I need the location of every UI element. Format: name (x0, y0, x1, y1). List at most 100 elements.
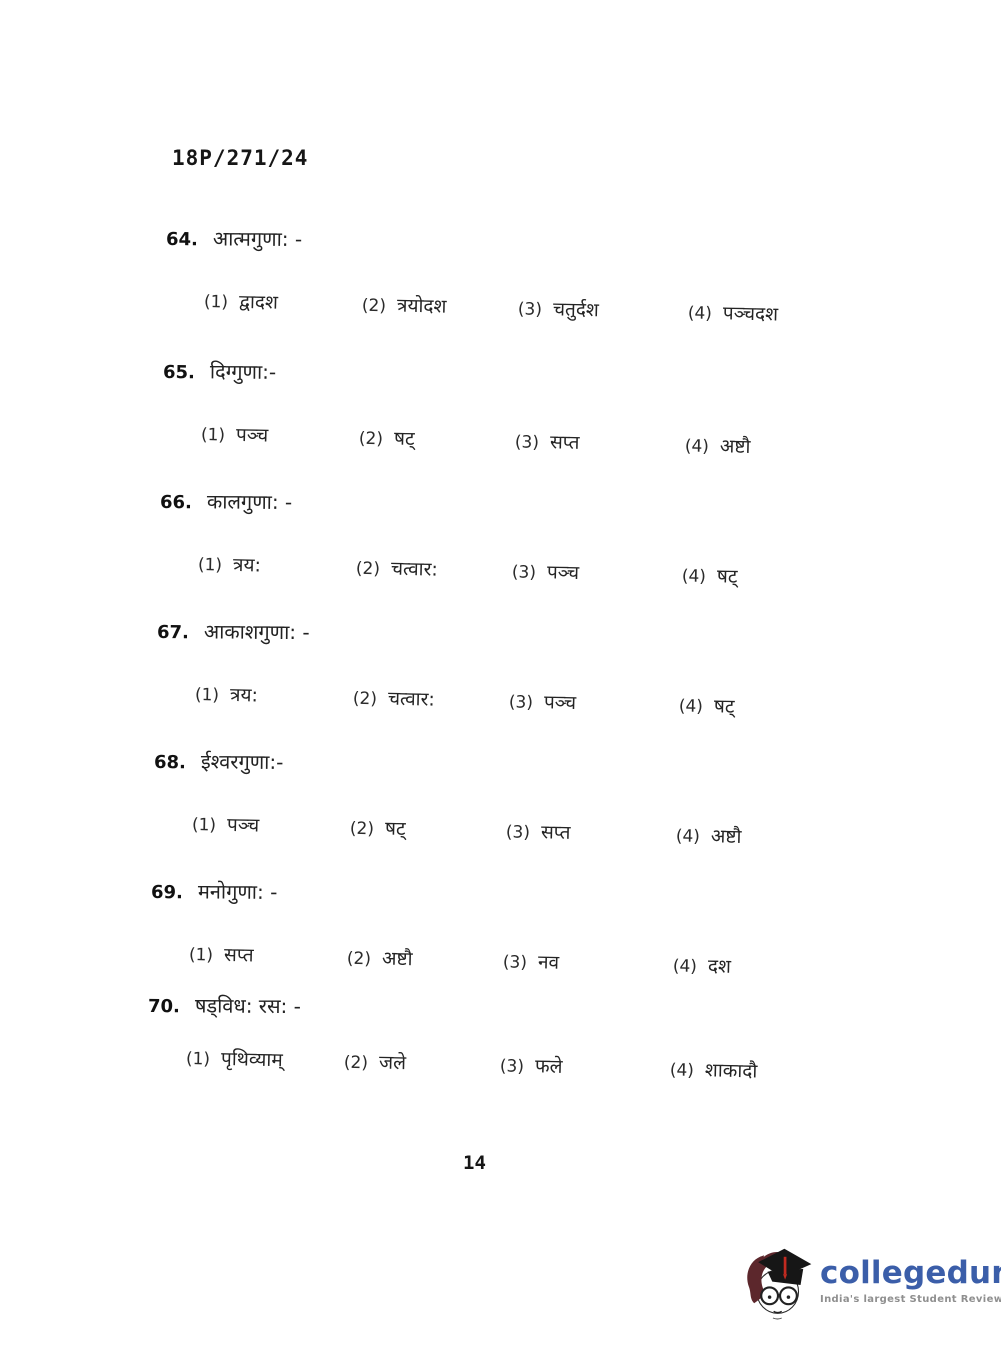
option-text: दश (707, 955, 732, 978)
option: (2) अष्टौ (347, 944, 504, 974)
option: (4) शाकादौ (670, 1055, 909, 1087)
option-label: (1) (194, 685, 220, 706)
question-item: 70. षड्विध: रस: - (1) पृथिव्याम् (2) जले (… (148, 991, 908, 1082)
question-number: 66. (159, 492, 192, 514)
option-text: चतुर्दश (552, 298, 600, 322)
option-label: (2) (352, 688, 378, 710)
logo-tagline: India's largest Student Review Platform (820, 1293, 1001, 1305)
question-text: आकाशगुणा: - (203, 619, 310, 645)
option-label: (4) (681, 566, 707, 587)
question-item: 65. दिग्गुणा:- (1) पञ्च (2) षट् (3) सप्त (4… (163, 357, 923, 458)
question-line: 66. कालगुणा: - (160, 487, 920, 520)
option-label: (2) (358, 428, 384, 450)
question-line: 67. आकाशगुणा: - (157, 617, 917, 650)
question-line: 68. ईश्वरगुणा:- (154, 747, 914, 780)
question-number: 70. (147, 996, 180, 1018)
option-text: द्वादश (238, 290, 279, 314)
option-label: (3) (514, 432, 540, 453)
option: (1) पृथिव्याम् (186, 1044, 345, 1074)
option: (4) षट् (679, 691, 918, 723)
option-label: (4) (675, 826, 701, 847)
question-item: 69. मनोगुणा: - (1) सप्त (2) अष्टौ (3) नव (4… (150, 877, 911, 977)
option-label: (2) (346, 948, 372, 970)
option: (1) पञ्च (201, 420, 360, 450)
option: (4) अष्टौ (676, 821, 915, 853)
option-label: (4) (669, 1060, 695, 1081)
question-item: 64. आत्मगुणा: - (1) द्वादश (2) त्रयोदश (3)… (166, 224, 926, 325)
option: (3) पञ्च (512, 557, 683, 587)
options-row: (1) द्वादश (2) त्रयोदश (3) चतुर्दश (4) पञ्चद… (204, 287, 926, 330)
option-text: सप्त (540, 821, 571, 844)
option-text: पञ्च (226, 813, 260, 837)
option: (4) षट् (682, 561, 921, 593)
option-text: षट् (713, 695, 735, 718)
option-text: षट् (384, 817, 406, 841)
option-label: (3) (511, 562, 537, 583)
option-text: चत्वार: (390, 557, 439, 581)
option-label: (2) (361, 295, 387, 317)
option-text: नव (537, 951, 560, 974)
option-label: (1) (191, 815, 217, 836)
question-line: 70. षड्विध: रस: - (148, 991, 908, 1024)
question-text: आत्मगुणा: - (212, 226, 303, 252)
question-number: 68. (153, 752, 186, 774)
option: (2) षट् (359, 424, 516, 454)
option-label: (3) (499, 1056, 525, 1077)
option: (4) दश (673, 951, 912, 983)
question-item: 67. आकाशगुणा: - (1) त्रय: (2) चत्वार: (3) प… (157, 617, 917, 717)
option-label: (1) (185, 1049, 211, 1070)
question-text: कालगुणा: - (206, 489, 293, 515)
options-row: (1) सप्त (2) अष्टौ (3) नव (4) दश (189, 940, 911, 983)
collegedunia-mascot-icon (747, 1248, 812, 1320)
option-label: (1) (200, 425, 226, 446)
option-label: (3) (508, 692, 534, 713)
question-number: 67. (156, 622, 189, 644)
option-label: (2) (355, 558, 381, 580)
question-item: 68. ईश्वरगुणा:- (1) पञ्च (2) षट् (3) सप्त (… (154, 747, 914, 848)
option-label: (1) (188, 945, 214, 966)
option: (3) सप्त (515, 427, 686, 457)
option-text: सप्त (223, 943, 254, 967)
option-label: (1) (203, 292, 229, 313)
option-text: त्रयोदश (396, 294, 447, 318)
option-text: त्रय: (232, 553, 262, 577)
question-number: 64. (165, 229, 198, 251)
paper-code: 18P/271/24 (172, 146, 309, 170)
option-text: पञ्च (543, 691, 577, 714)
option-text: फले (534, 1055, 563, 1078)
option-label: (4) (687, 303, 713, 324)
page-number: 14 (463, 1152, 486, 1174)
question-number: 69. (150, 882, 183, 904)
options-row: (1) पञ्च (2) षट् (3) सप्त (4) अष्टौ (201, 420, 923, 463)
option: (3) पञ्च (509, 687, 680, 717)
question-text: ईश्वरगुणा:- (200, 749, 284, 775)
option-label: (2) (343, 1052, 369, 1074)
option-text: जले (378, 1051, 407, 1075)
option: (4) पञ्चदश (688, 298, 927, 330)
option-label: (4) (678, 696, 704, 717)
option-text: त्रय: (229, 683, 259, 707)
question-text: षड्विध: रस: - (194, 993, 301, 1019)
option-text: षट् (716, 565, 738, 588)
options-row: (1) त्रय: (2) चत्वार: (3) पञ्च (4) षट् (198, 550, 920, 593)
question-line: 64. आत्मगुणा: - (166, 224, 926, 257)
option-label: (4) (672, 956, 698, 977)
option: (2) चत्वार: (353, 684, 510, 714)
option-label: (4) (684, 436, 710, 457)
option-label: (3) (517, 299, 543, 320)
option-text: पञ्च (546, 561, 580, 584)
option-label: (3) (505, 822, 531, 843)
option-label: (3) (502, 952, 528, 973)
option: (1) पञ्च (192, 810, 351, 840)
options-row: (1) पञ्च (2) षट् (3) सप्त (4) अष्टौ (192, 810, 914, 853)
option: (3) नव (503, 947, 674, 977)
option: (1) त्रय: (198, 550, 357, 580)
option-text: षट् (393, 427, 415, 451)
collegedunia-logo: collegedunia .com India's largest Studen… (740, 1238, 1001, 1324)
option: (4) अष्टौ (685, 431, 924, 463)
option: (1) द्वादश (204, 287, 363, 317)
option: (3) फले (500, 1051, 671, 1081)
question-line: 65. दिग्गुणा:- (163, 357, 923, 390)
option-text: पृथिव्याम् (220, 1047, 283, 1072)
